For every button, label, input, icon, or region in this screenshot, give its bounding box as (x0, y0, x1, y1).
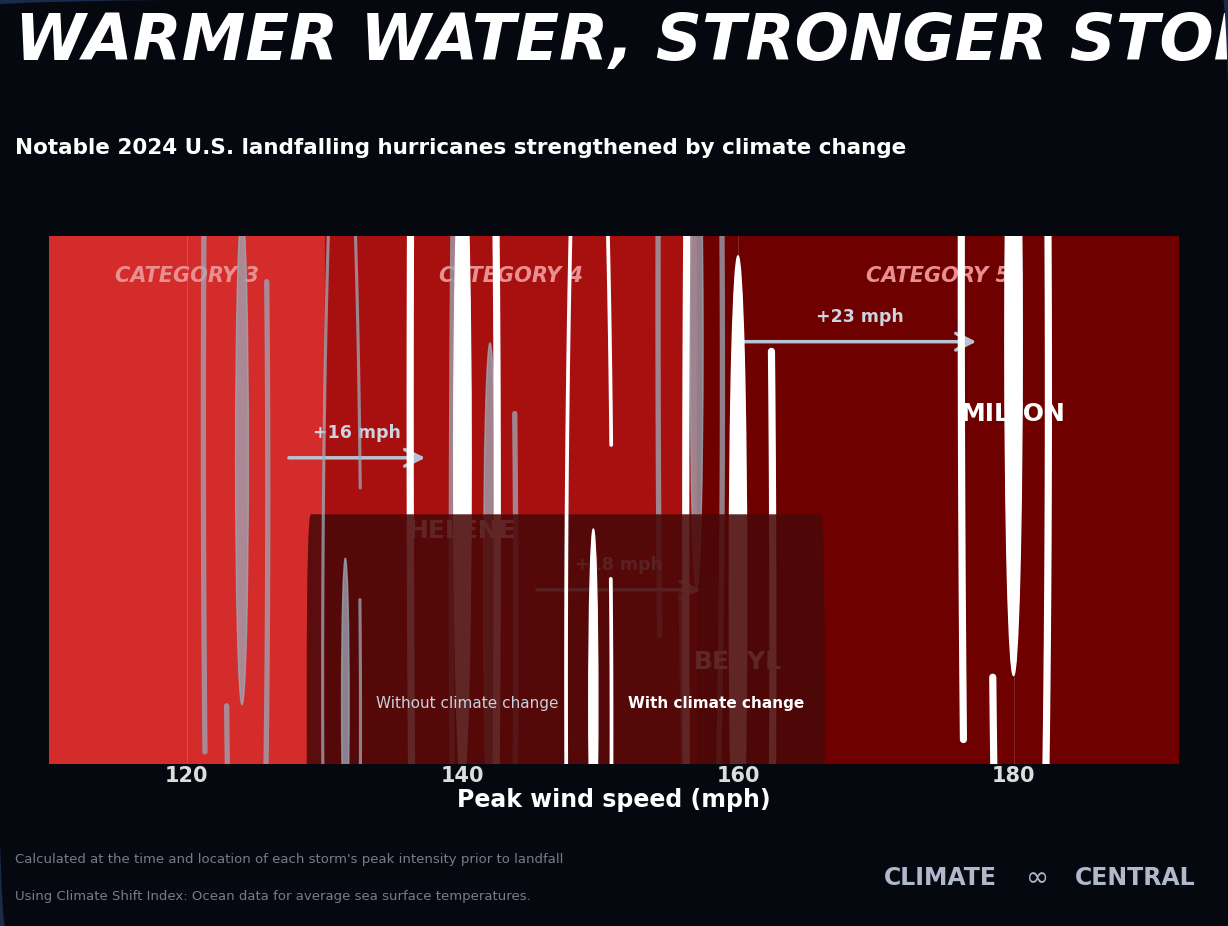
Text: WARMER WATER, STRONGER STORMS: WARMER WATER, STRONGER STORMS (15, 11, 1228, 73)
Text: HELENE: HELENE (408, 519, 517, 543)
Text: Without climate change: Without climate change (376, 695, 559, 711)
Text: Calculated at the time and location of each storm's peak intensity prior to land: Calculated at the time and location of e… (15, 853, 564, 866)
Text: Using Climate Shift Index: Ocean data for average sea surface temperatures.: Using Climate Shift Index: Ocean data fo… (15, 890, 530, 903)
Text: ∞: ∞ (1027, 864, 1049, 892)
Text: BERYL: BERYL (694, 650, 782, 674)
Text: +23 mph: +23 mph (817, 307, 904, 326)
Bar (696, 236, 1179, 764)
Circle shape (484, 343, 496, 836)
Bar (49, 236, 324, 764)
Text: CATEGORY 4: CATEGORY 4 (438, 266, 582, 286)
Text: With climate change: With climate change (628, 695, 804, 711)
Circle shape (690, 95, 704, 588)
Text: +18 mph: +18 mph (575, 556, 663, 574)
Text: 140: 140 (441, 766, 484, 786)
Text: Notable 2024 U.S. landfalling hurricanes strengthened by climate change: Notable 2024 U.S. landfalling hurricanes… (15, 138, 906, 157)
FancyBboxPatch shape (307, 514, 825, 893)
Text: CATEGORY 5: CATEGORY 5 (866, 266, 1009, 286)
Text: CATEGORY 3: CATEGORY 3 (115, 266, 259, 286)
Text: +16 mph: +16 mph (313, 424, 402, 442)
Circle shape (341, 558, 349, 848)
Circle shape (236, 211, 248, 705)
Text: MILTON: MILTON (962, 403, 1066, 426)
Circle shape (729, 256, 747, 923)
Text: CENTRAL: CENTRAL (1074, 866, 1195, 890)
Circle shape (1005, 7, 1022, 676)
Text: Peak wind speed (mph): Peak wind speed (mph) (457, 788, 771, 812)
Text: 160: 160 (716, 766, 760, 786)
Text: 180: 180 (992, 766, 1035, 786)
Text: CLIMATE: CLIMATE (884, 866, 997, 890)
Circle shape (453, 124, 472, 792)
Bar (324, 236, 696, 764)
Text: 120: 120 (165, 766, 209, 786)
Circle shape (588, 529, 598, 878)
